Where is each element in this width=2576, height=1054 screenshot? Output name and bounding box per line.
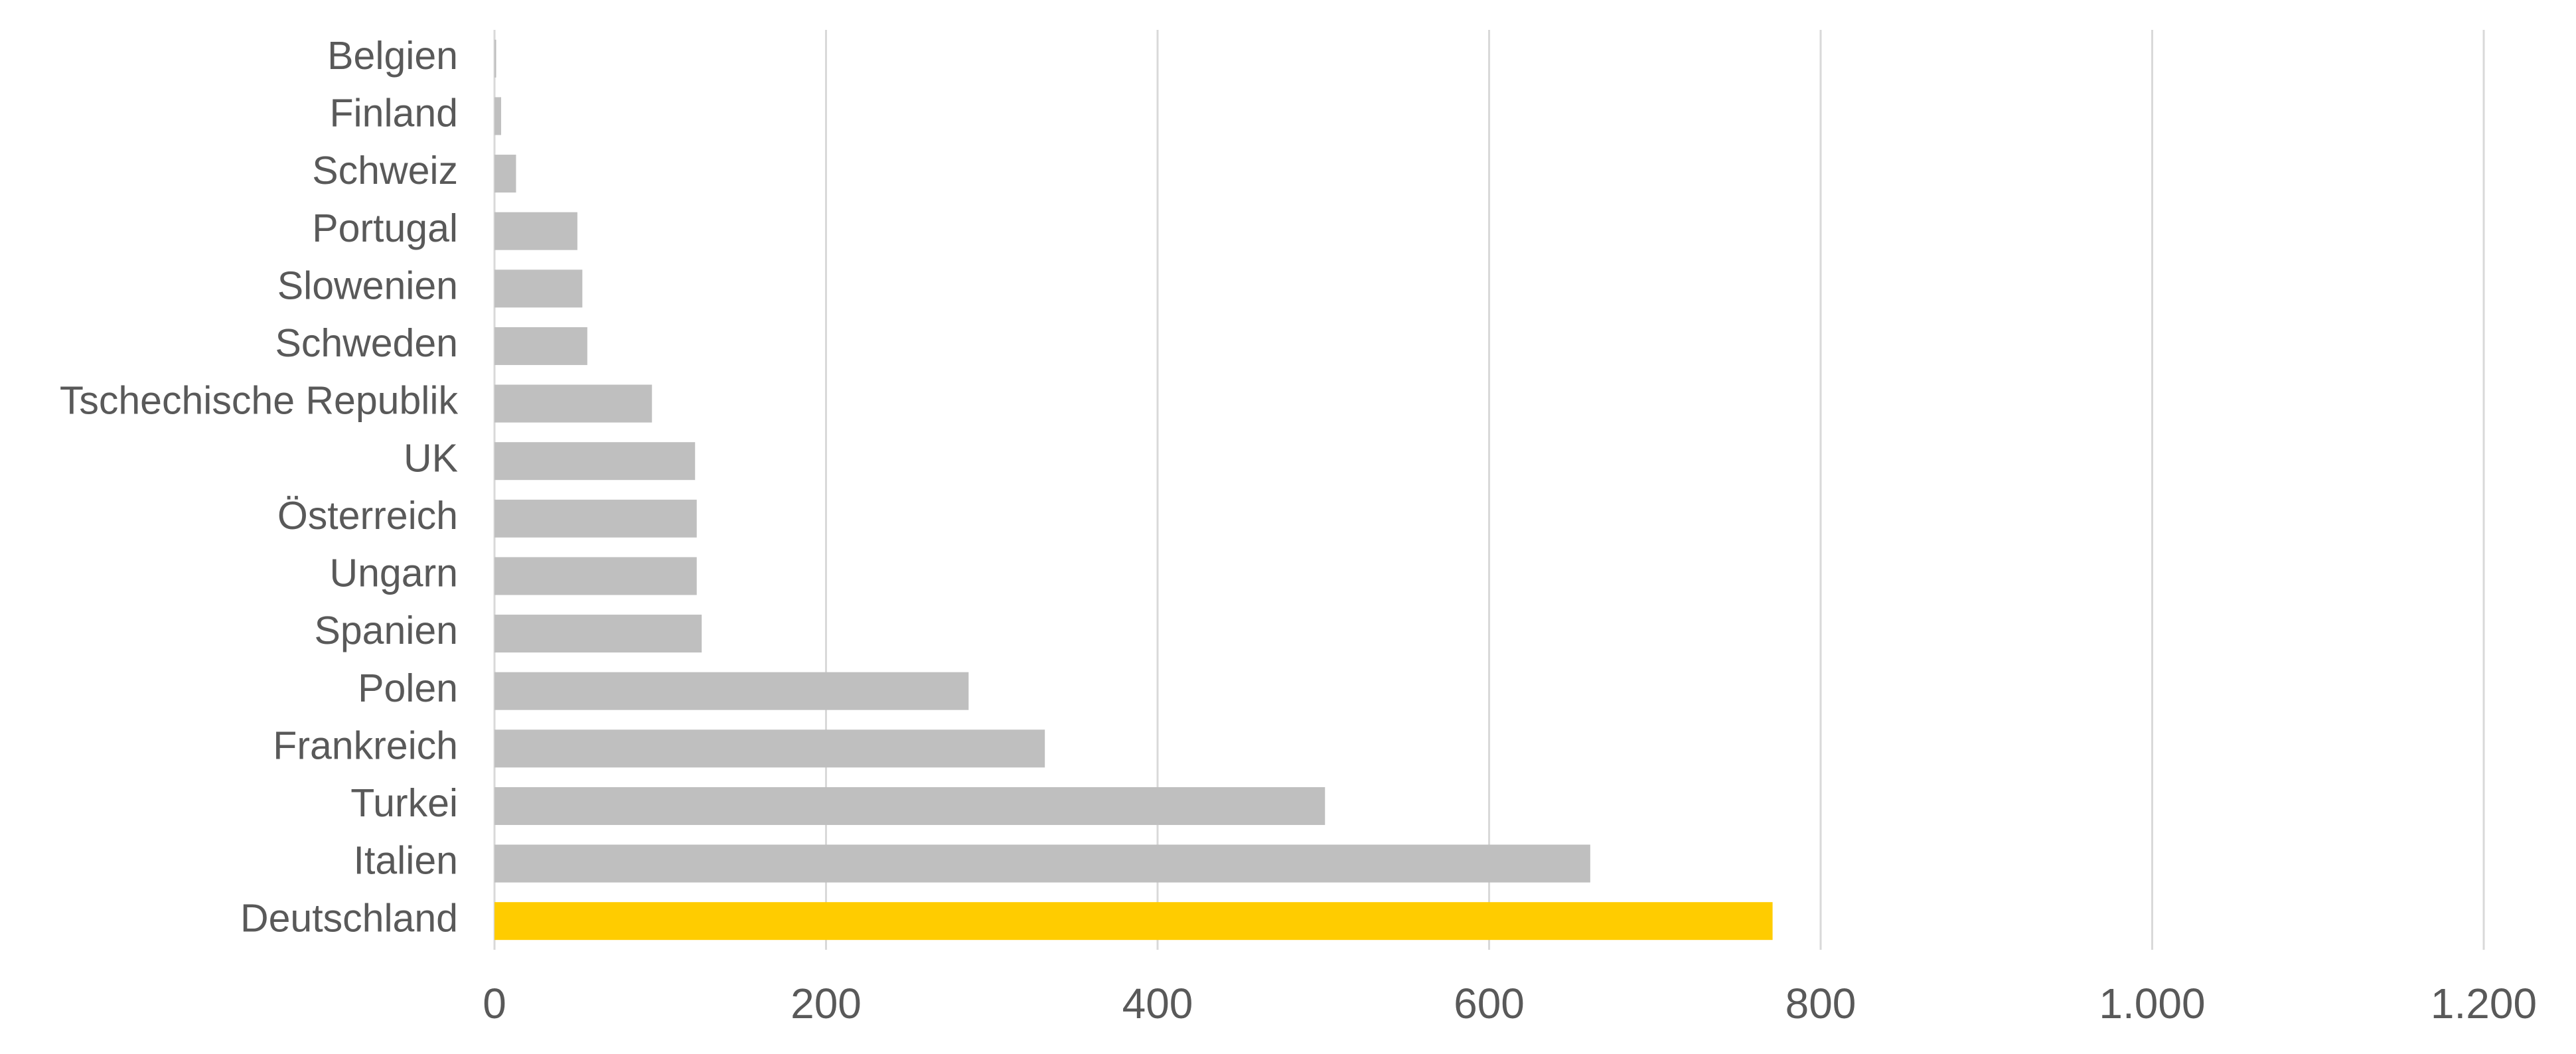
- bar: [494, 384, 652, 423]
- bar: [494, 844, 1590, 883]
- bar: [494, 557, 697, 595]
- bar: [494, 212, 577, 250]
- y-tick-label: Frankreich: [273, 723, 458, 767]
- y-tick-label: Turkei: [350, 781, 458, 825]
- bar: [494, 902, 1773, 941]
- bar: [494, 499, 697, 538]
- bar: [494, 787, 1326, 825]
- y-tick-label: UK: [404, 436, 458, 480]
- x-tick-label: 200: [791, 980, 862, 1027]
- y-tick-label: Österreich: [277, 494, 458, 538]
- bar: [494, 327, 587, 365]
- x-tick-label: 800: [1785, 980, 1856, 1027]
- y-tick-label: Slowenien: [277, 264, 458, 307]
- bar: [494, 729, 1045, 768]
- y-tick-label: Schweden: [275, 321, 458, 365]
- y-tick-label: Portugal: [312, 206, 458, 250]
- y-tick-label: Spanien: [314, 609, 458, 652]
- x-tick-label: 1.000: [2099, 980, 2205, 1027]
- x-tick-label: 400: [1122, 980, 1193, 1027]
- bar: [494, 39, 496, 78]
- y-tick-label: Deutschland: [240, 896, 458, 940]
- x-tick-label: 1.200: [2431, 980, 2537, 1027]
- y-tick-label: Tschechische Republik: [60, 379, 459, 423]
- bar: [494, 615, 702, 653]
- y-tick-label: Belgien: [327, 34, 458, 78]
- y-tick-label: Polen: [358, 666, 458, 710]
- x-tick-label: 0: [483, 980, 506, 1027]
- y-tick-label: Ungarn: [329, 552, 458, 595]
- bar: [494, 442, 696, 481]
- bar: [494, 155, 516, 193]
- y-tick-label: Italien: [354, 839, 458, 883]
- y-tick-label: Finland: [329, 92, 458, 135]
- x-tick-label: 600: [1454, 980, 1525, 1027]
- bar: [494, 97, 501, 135]
- bar: [494, 269, 583, 308]
- y-tick-label: Schweiz: [312, 149, 458, 192]
- bar: [494, 672, 969, 710]
